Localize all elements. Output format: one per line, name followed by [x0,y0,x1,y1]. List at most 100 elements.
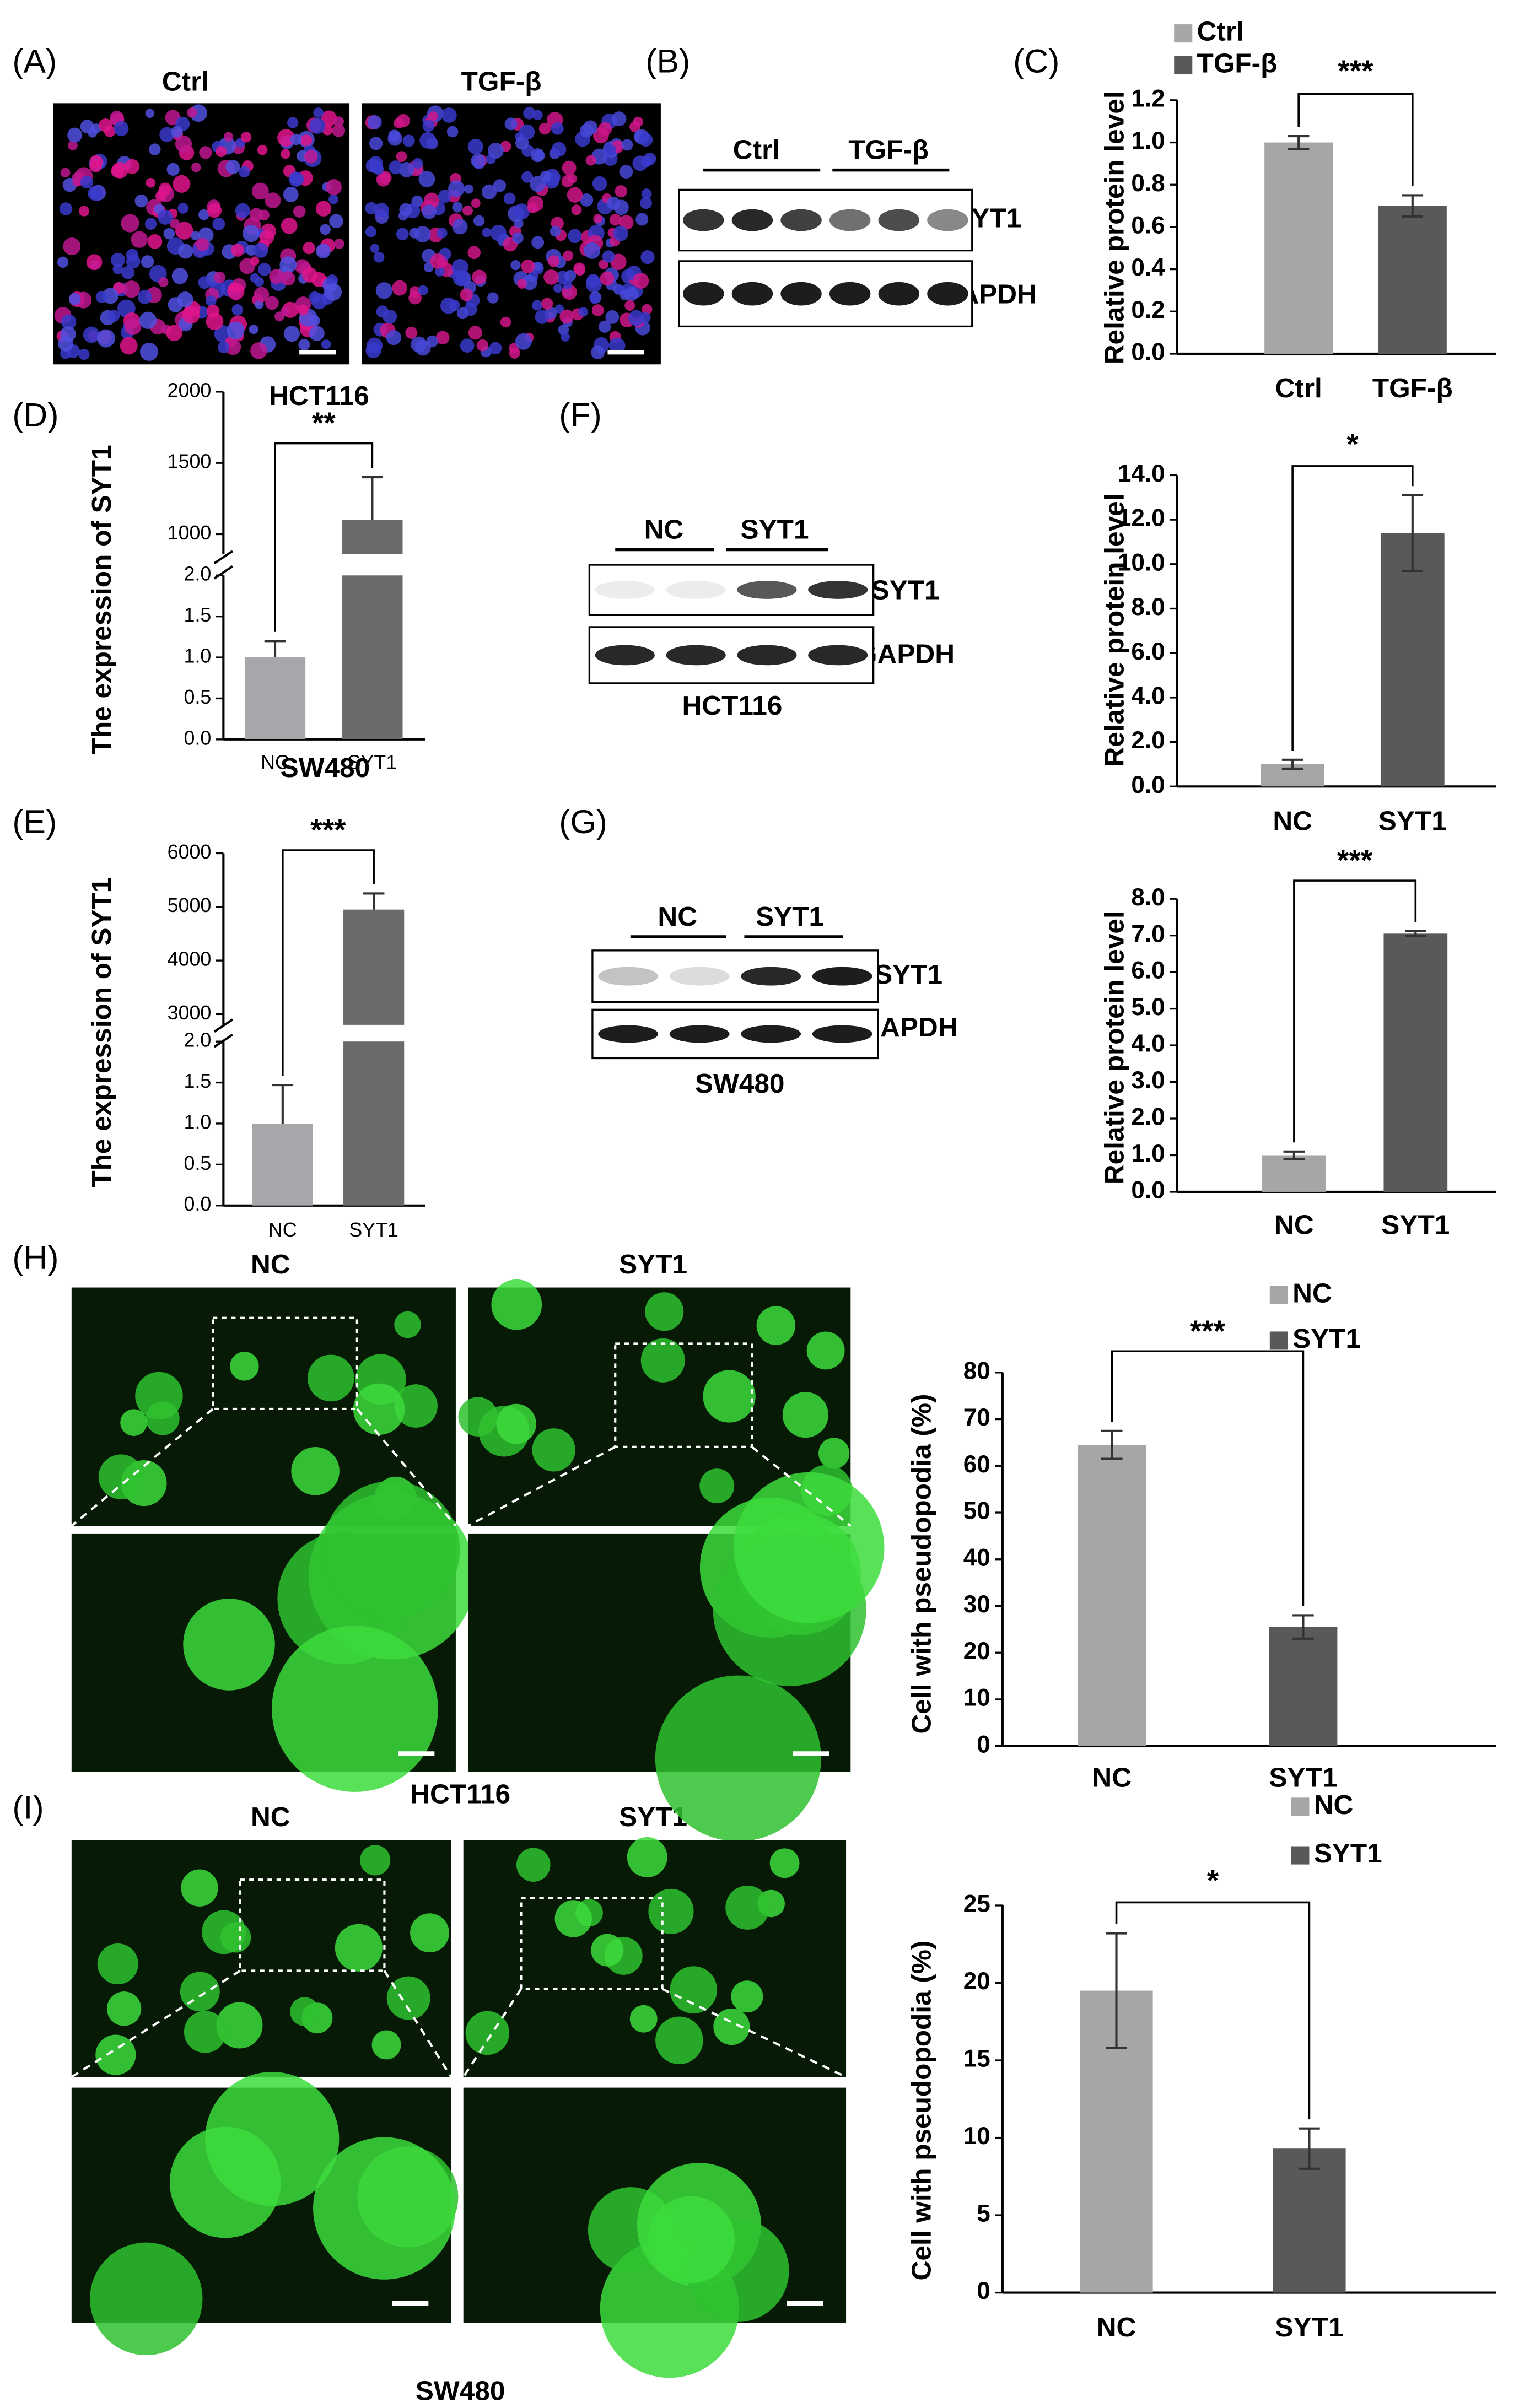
cell [147,234,163,249]
bar [1078,1445,1146,1746]
cell [333,116,344,127]
cell [375,282,392,299]
cell [360,1845,391,1876]
group-label: NC [251,1249,290,1279]
cell [451,258,468,276]
y-tick-label: 3.0 [1131,1067,1165,1094]
bar-chart: 0.0 0.5 1.0 1.5 2.0 3000 4000 5000 6000 NC SYT1 ***… [86,752,425,1241]
band [927,209,968,231]
cell [251,182,269,200]
cell [199,146,212,159]
cell [223,132,234,142]
error-bar [1402,194,1424,218]
y-tick-label: 0.0 [184,1193,212,1215]
cell [120,337,138,355]
cell [426,335,438,348]
y-axis-label: The expression of SYT1 [86,878,117,1187]
cell [564,269,577,282]
cell [554,1900,592,1937]
cell [543,269,559,285]
cell [158,209,173,225]
cell [394,1384,438,1428]
x-tick-label: NC [261,751,289,773]
y-axis-label: Cell with pseudopodia (%) [906,1394,937,1734]
cell [230,1352,259,1381]
cell [137,290,152,304]
zoom-line [383,1970,453,2078]
cell [538,122,551,135]
cell [60,168,71,178]
cell [568,229,582,244]
cell [452,202,463,213]
y-tick-label: 6.0 [1131,957,1165,984]
cell [471,153,486,168]
x-tick-label: TGF-β [1372,372,1453,403]
error-bar [362,476,383,520]
band [666,645,726,666]
cell [182,305,200,324]
bar [343,909,405,1025]
y-tick-label: 6.0 [1131,638,1165,665]
cell-line-label: SW480 [416,2375,505,2406]
cell [111,164,125,178]
y-tick-label: 70 [963,1404,990,1431]
bar [1378,206,1447,354]
cell [533,262,543,272]
cell [396,228,409,241]
panel-label: (E) [12,803,57,840]
significance-bracket [1297,93,1414,186]
cell [580,193,594,207]
cell [125,159,140,174]
cell [139,311,157,330]
band [829,209,871,231]
error-bar [1101,1429,1123,1460]
cell [464,184,473,194]
cell [394,1311,421,1338]
cell [166,325,183,342]
cell [110,252,126,267]
cell [590,294,600,304]
cell [467,246,481,260]
y-tick-label: 10.0 [1118,549,1165,576]
group-label: NC [658,901,697,932]
cell [145,109,155,118]
cell [68,140,78,150]
bar [1383,933,1448,1192]
cell [620,290,631,300]
cell [124,318,142,335]
panel-label: (F) [559,396,601,434]
cell [629,2005,658,2033]
band [878,282,920,306]
y-tick-label: 60 [963,1451,990,1478]
cell [515,333,532,350]
cell [80,176,94,189]
bar-chart: 0 10 20 30 40 50 60 70 80 NC SYT1 *** Cell with pseu… [906,1277,1496,1792]
band [737,645,797,666]
panel-label: (I) [12,1788,44,1826]
cell [418,285,428,295]
cell [95,2034,136,2075]
legend-label: SYT1 [1314,1838,1382,1869]
chart-title: HCT116 [269,380,369,411]
cell [288,171,304,187]
cell [353,1383,405,1435]
cell [326,179,342,195]
cell [563,250,574,261]
cell [242,225,260,242]
cell [578,307,588,317]
y-tick-label: 0.2 [1131,296,1165,323]
cell [585,155,596,166]
cell [335,1924,383,1972]
cell-line-label: HCT116 [682,690,782,721]
cell [482,228,492,237]
cell [496,1403,536,1444]
cell [90,2242,203,2356]
y-tick-label: 1500 [168,451,212,473]
cell [591,1934,624,1967]
significance-label: *** [1190,1314,1226,1348]
cell [249,325,258,334]
band [808,581,868,599]
bar-chart: 0.0 0.5 1.0 1.5 2.0 1000 1500 2000 NC SYT1 ** The e… [86,379,425,773]
cell [279,256,297,273]
cell [441,107,457,123]
